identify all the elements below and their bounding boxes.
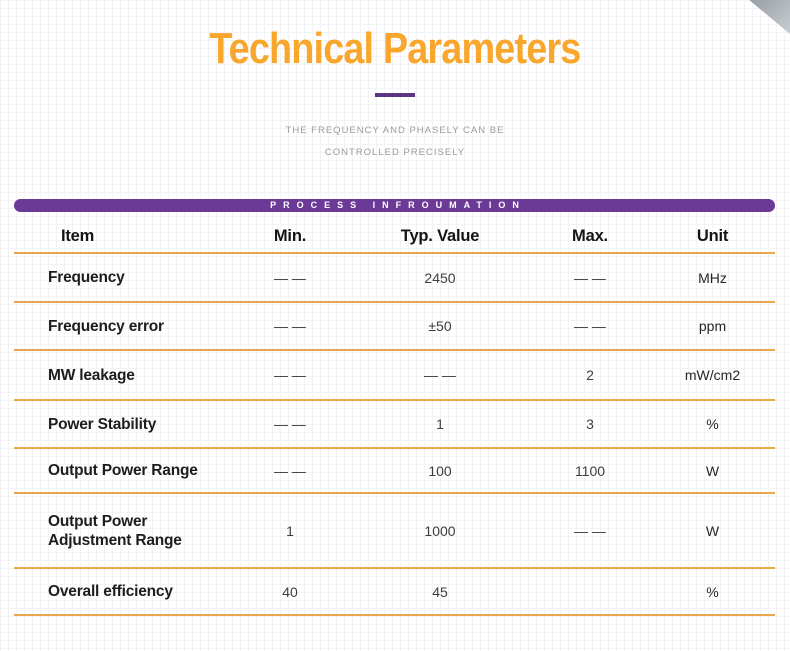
- column-header-max: Max.: [572, 226, 608, 245]
- table-row: Frequency error — — ±50 — — ppm: [14, 303, 775, 351]
- cell-typ: 1: [436, 416, 444, 432]
- section-banner-label: PROCESS INFROUMATION: [270, 200, 526, 210]
- content-area: PROCESS INFROUMATION Item Min. Typ. Valu…: [14, 199, 775, 616]
- cell-max: 3: [586, 416, 594, 432]
- cell-item: Overall efficiency: [48, 583, 173, 600]
- cell-max: 1100: [574, 462, 606, 479]
- cell-unit: %: [706, 416, 719, 432]
- cell-max: 2: [586, 367, 594, 383]
- title-divider: [375, 93, 415, 97]
- subtitle-line2: CONTROLLED PRECISELY: [324, 147, 466, 158]
- cell-item: MW leakage: [48, 366, 135, 384]
- cell-min: — —: [274, 318, 306, 334]
- column-header-typ-value: Typ. Value: [400, 226, 480, 245]
- cell-typ: 100: [428, 462, 452, 479]
- cell-min: 1: [286, 522, 294, 539]
- cell-typ: 2450: [424, 269, 456, 286]
- cell-item: Output Power Adjustment Range: [48, 512, 182, 549]
- section-banner: PROCESS INFROUMATION: [14, 199, 775, 212]
- cell-unit: ppm: [698, 318, 727, 334]
- cell-max: — —: [574, 269, 606, 286]
- cell-unit: MHz: [698, 269, 727, 286]
- table-row: Frequency — — 2450 — — MHz: [14, 254, 775, 303]
- cell-min: — —: [274, 367, 306, 383]
- cell-typ: 1000: [424, 522, 456, 539]
- cell-item: Frequency: [48, 269, 125, 286]
- column-header-min: Min.: [273, 226, 307, 245]
- cell-min: — —: [274, 462, 306, 479]
- table-row: Overall efficiency 40 45%: [14, 569, 775, 616]
- cell-typ: 45: [432, 583, 448, 600]
- page-title: Technical Parameters: [0, 26, 790, 72]
- cell-item: Output Power Range: [48, 462, 198, 479]
- cell-min: — —: [274, 416, 306, 432]
- table-row: Output Power Range — — 100 1100 W: [14, 449, 775, 494]
- cell-unit: %: [706, 583, 719, 600]
- cell-min: — —: [274, 269, 306, 286]
- cell-unit: W: [705, 462, 720, 479]
- table-row: Power Stability — — 1 3%: [14, 401, 775, 449]
- table-body: Frequency — — 2450 — — MHz Frequency error — —…: [14, 254, 775, 616]
- cell-typ: — —: [424, 367, 456, 383]
- subtitle-line1: THE FREQUENCY AND PHASELY CAN BE: [285, 125, 505, 136]
- cell-unit: W: [705, 522, 720, 539]
- parameters-table: Item Min. Typ. Value Max. Unit Frequency…: [14, 220, 775, 616]
- cell-typ: ±50: [428, 318, 452, 334]
- column-header-item: Item: [61, 226, 95, 245]
- cell-unit: mW/cm2: [684, 367, 741, 383]
- column-header-unit: Unit: [696, 226, 729, 245]
- cell-item: Power Stability: [48, 415, 157, 433]
- cell-min: 40: [282, 583, 298, 600]
- page-title-text: Technical Parameters: [209, 24, 581, 73]
- cell-max: — —: [574, 522, 606, 539]
- table-row: Output Power Adjustment Range 1 1000 — — W: [14, 494, 775, 569]
- cell-item: Frequency error: [48, 317, 164, 335]
- table-header-row: Item Min. Typ. Value Max. Unit: [14, 220, 775, 254]
- cell-max: — —: [574, 318, 606, 334]
- table-row: MW leakage — — — — 2 mW/cm2: [14, 351, 775, 401]
